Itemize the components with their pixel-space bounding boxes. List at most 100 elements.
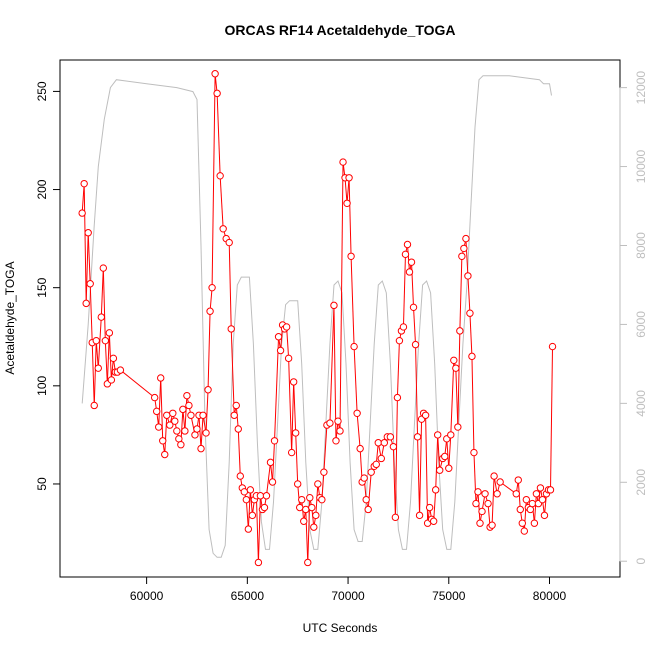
data-point: [454, 423, 462, 431]
data-point: [350, 342, 358, 351]
data-point: [407, 258, 416, 266]
y2-tick-label: 0: [634, 558, 648, 565]
data-point: [94, 364, 102, 372]
data-point: [345, 174, 353, 182]
chart-title: ORCAS RF14 Acetaldehyde_TOGA: [224, 22, 455, 38]
data-point: [185, 401, 193, 410]
data-point: [462, 234, 470, 243]
series-segment: [198, 415, 202, 449]
data-point: [401, 250, 410, 259]
data-point: [367, 468, 375, 476]
data-point: [386, 433, 395, 441]
data-point: [546, 486, 555, 494]
data-point: [353, 409, 361, 418]
series-segment: [249, 489, 253, 516]
series-segment: [394, 397, 398, 518]
data-point: [284, 354, 293, 363]
series-segment: [207, 311, 211, 390]
data-point: [364, 505, 372, 514]
data-point: [227, 325, 235, 333]
series-segment: [402, 254, 406, 327]
data-point: [256, 492, 265, 500]
series-segment: [297, 483, 301, 508]
data-point: [213, 89, 221, 98]
series-segment: [406, 244, 410, 273]
series-segment: [348, 177, 352, 257]
data-point: [339, 158, 347, 166]
data-point: [332, 437, 340, 445]
data-point: [101, 336, 110, 345]
data-point: [336, 427, 344, 435]
data-point: [163, 411, 171, 419]
data-point: [488, 521, 496, 529]
data-point: [514, 476, 522, 484]
data-point: [377, 454, 385, 463]
altitude-line: [81, 75, 552, 558]
data-point: [413, 433, 422, 441]
data-point: [433, 431, 442, 439]
data-point: [260, 503, 269, 512]
x-axis: 60000 65000 70000 75000 80000: [130, 576, 567, 603]
series-segment: [265, 462, 271, 496]
data-point: [403, 240, 412, 249]
data-point: [232, 401, 240, 410]
data-point: [199, 411, 207, 419]
data-point: [372, 460, 380, 469]
data-point: [405, 268, 414, 276]
series-segment: [477, 491, 481, 524]
data-point: [105, 329, 114, 337]
series-segment: [93, 340, 97, 406]
series-segment: [228, 242, 232, 329]
data-point: [234, 425, 242, 433]
series-segment: [184, 395, 188, 431]
data-point: [411, 340, 420, 349]
series-segment: [91, 342, 95, 406]
data-point: [476, 519, 484, 527]
data-point: [474, 488, 482, 496]
series-segment: [230, 328, 235, 416]
data-point: [399, 323, 408, 331]
x-tick-label: 65000: [231, 589, 265, 603]
data-point: [409, 303, 418, 312]
series-segment: [396, 340, 400, 398]
data-point: [468, 352, 476, 361]
series-segment: [467, 275, 471, 314]
data-point: [374, 439, 382, 447]
y-tick-label: 50: [35, 477, 49, 491]
data-point: [441, 452, 449, 461]
data-point: [431, 486, 440, 494]
data-point: [236, 472, 244, 480]
y2-tick-label: 10000: [634, 150, 648, 184]
data-point: [197, 444, 205, 453]
x-tick-label: 70000: [331, 589, 365, 603]
data-point: [532, 490, 541, 498]
data-point: [225, 238, 233, 247]
data-point: [152, 407, 161, 416]
series-segment: [465, 238, 469, 276]
data-point: [304, 558, 312, 567]
series-segment: [435, 434, 439, 490]
data-point: [157, 374, 165, 382]
data-point: [362, 495, 370, 504]
series-segment: [333, 305, 337, 441]
data-point: [391, 513, 400, 522]
data-point: [296, 503, 304, 512]
x-tick-label: 80000: [533, 589, 567, 603]
data-point: [481, 490, 489, 498]
series-segment: [200, 415, 204, 449]
series-segment: [237, 428, 241, 477]
data-point: [82, 299, 90, 308]
data-point: [308, 503, 316, 512]
data-point: [173, 427, 181, 435]
data-point: [171, 417, 179, 425]
data-point: [262, 492, 271, 500]
data-point: [347, 252, 355, 260]
data-point: [478, 507, 486, 516]
series-segment: [247, 489, 251, 530]
data-point: [298, 495, 306, 504]
series-segment: [344, 177, 348, 204]
data-point: [86, 280, 94, 288]
data-point: [436, 466, 444, 474]
data-point: [343, 199, 351, 207]
data-point: [216, 172, 224, 180]
